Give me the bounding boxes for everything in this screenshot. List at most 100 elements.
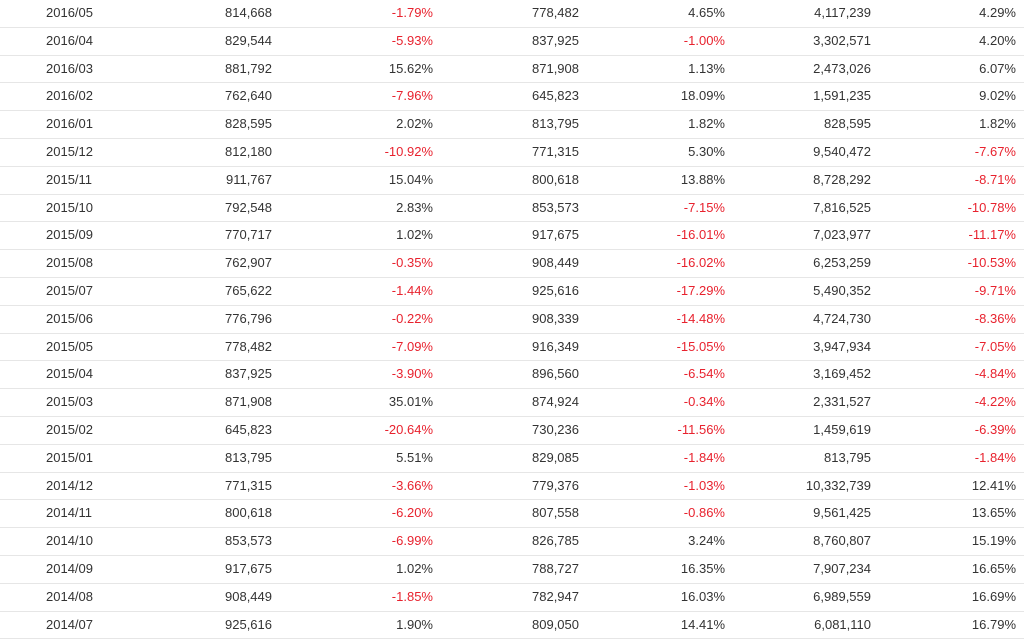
table-cell: -7.96% bbox=[391, 88, 433, 104]
table-row: 2014/12 771,315 -3.66% 779,376 -1.03% 10,332,… bbox=[0, 473, 1024, 501]
row-date-cell: 2016/04 bbox=[46, 32, 93, 48]
table-cell: 1.02% bbox=[396, 227, 433, 243]
table-cell: 916,349 bbox=[532, 338, 579, 354]
table-cell: 1.82% bbox=[688, 116, 725, 132]
row-date-cell: 2015/06 bbox=[46, 310, 93, 326]
table-cell: 813,795 bbox=[824, 449, 871, 465]
table-row: 2014/07 925,616 1.90% 809,050 14.41% 6,081,11… bbox=[0, 612, 1024, 639]
table-cell: 645,823 bbox=[532, 88, 579, 104]
row-date-cell: 2015/11 bbox=[46, 171, 93, 187]
row-date-cell: 2014/08 bbox=[46, 588, 93, 604]
row-date-cell: 2015/01 bbox=[46, 449, 93, 465]
table-cell: 5.51% bbox=[396, 449, 433, 465]
table-row: 2015/09 770,717 1.02% 917,675 -16.01% 7,023,9… bbox=[0, 222, 1024, 251]
table-cell: 1,459,619 bbox=[813, 421, 871, 437]
table-row: 2015/12 812,180 -10.92% 771,315 5.30% 9,540,4… bbox=[0, 139, 1024, 167]
table-cell: -15.05% bbox=[676, 338, 725, 354]
table-cell: -1.84% bbox=[683, 449, 725, 465]
table-cell: -3.66% bbox=[391, 477, 433, 493]
table-cell: 917,675 bbox=[532, 227, 579, 243]
table-cell: 908,339 bbox=[532, 310, 579, 326]
table-cell: 911,767 bbox=[225, 171, 272, 187]
table-cell: -1.84% bbox=[974, 449, 1016, 465]
table-row: 2015/04 837,925 -3.90% 896,560 -6.54% 3,169,4… bbox=[0, 361, 1024, 390]
row-date-cell: 2015/04 bbox=[46, 366, 93, 382]
row-date-cell: 2015/08 bbox=[46, 255, 93, 271]
row-date-cell: 2015/12 bbox=[46, 143, 93, 159]
table-cell: 771,315 bbox=[532, 143, 579, 159]
table-cell: 7,023,977 bbox=[813, 227, 871, 243]
table-cell: 14.41% bbox=[680, 616, 725, 632]
table-row: 2016/03 881,792 15.62% 871,908 1.13% 2,473,02… bbox=[0, 56, 1024, 84]
table-cell: -1.44% bbox=[391, 282, 433, 298]
table-row: 2016/04 829,544 -5.93% 837,925 -1.00% 3,302,5… bbox=[0, 28, 1024, 56]
table-cell: -1.03% bbox=[683, 477, 725, 493]
table-cell: -11.17% bbox=[968, 227, 1016, 243]
table-row: 2016/02 762,640 -7.96% 645,823 18.09% 1,591,2… bbox=[0, 83, 1024, 112]
table-cell: 782,947 bbox=[532, 588, 579, 604]
table-cell: 1,591,235 bbox=[813, 88, 871, 104]
table-row: 2015/01 813,795 5.51% 829,085 -1.84% 813,795 -… bbox=[0, 445, 1024, 473]
table-row: 2015/11 911,767 15.04% 800,618 13.88% 8,728,2… bbox=[0, 167, 1024, 195]
table-cell: 13.65% bbox=[971, 505, 1016, 521]
table-cell: 13.88% bbox=[680, 171, 725, 187]
table-cell: -0.34% bbox=[683, 394, 725, 410]
table-cell: 925,616 bbox=[225, 616, 272, 632]
table-cell: -10.92% bbox=[384, 143, 433, 159]
table-cell: 1.90% bbox=[396, 616, 433, 632]
table-cell: 9,561,425 bbox=[813, 505, 871, 521]
table-row: 2015/02 645,823 -20.64% 730,236 -11.56% 1,459… bbox=[0, 417, 1024, 445]
table-cell: 778,482 bbox=[532, 5, 579, 20]
table-row: 2014/11 800,618 -6.20% 807,558 -0.86% 9,561,4… bbox=[0, 500, 1024, 529]
table-cell: -5.93% bbox=[391, 32, 433, 48]
row-date-cell: 2014/12 bbox=[46, 477, 93, 493]
table-cell: 3,169,452 bbox=[813, 366, 871, 382]
table-cell: 770,717 bbox=[225, 227, 272, 243]
row-date-cell: 2014/10 bbox=[46, 533, 93, 549]
table-row: 2014/08 908,449 -1.85% 782,947 16.03% 6,989,5… bbox=[0, 584, 1024, 612]
table-cell: 779,376 bbox=[532, 477, 579, 493]
table-cell: 4.29% bbox=[979, 5, 1016, 20]
table-cell: -4.22% bbox=[974, 394, 1016, 410]
table-cell: 10,332,739 bbox=[805, 477, 871, 493]
table-cell: 35.01% bbox=[388, 394, 433, 410]
table-cell: 762,907 bbox=[225, 255, 272, 271]
table-cell: 15.62% bbox=[388, 60, 433, 76]
table-cell: 16.79% bbox=[971, 616, 1016, 632]
table-cell: -3.90% bbox=[391, 366, 433, 382]
table-cell: -7.15% bbox=[683, 199, 725, 215]
row-date-cell: 2014/11 bbox=[46, 505, 93, 521]
table-cell: 16.35% bbox=[680, 560, 725, 576]
table-cell: 3.24% bbox=[688, 533, 725, 549]
table-cell: 4.65% bbox=[688, 5, 725, 20]
table-cell: 871,908 bbox=[225, 394, 272, 410]
row-date-cell: 2016/02 bbox=[46, 88, 93, 104]
row-date-cell: 2015/10 bbox=[46, 199, 93, 215]
table-cell: 776,796 bbox=[225, 310, 272, 326]
table-cell: 730,236 bbox=[532, 421, 579, 437]
table-cell: -1.85% bbox=[391, 588, 433, 604]
table-cell: 874,924 bbox=[532, 394, 579, 410]
table-cell: 800,618 bbox=[532, 171, 579, 187]
table-cell: 5,490,352 bbox=[813, 282, 871, 298]
table-cell: -10.78% bbox=[967, 199, 1016, 215]
table-cell: 6,081,110 bbox=[814, 616, 871, 632]
table-cell: 778,482 bbox=[225, 338, 272, 354]
table-cell: 829,085 bbox=[532, 449, 579, 465]
row-date-cell: 2015/07 bbox=[46, 282, 93, 298]
table-row: 2016/05 814,668 -1.79% 778,482 4.65% 4,117,23… bbox=[0, 0, 1024, 28]
table-cell: -16.01% bbox=[676, 227, 725, 243]
row-date-cell: 2014/07 bbox=[46, 616, 93, 632]
table-cell: 16.65% bbox=[971, 560, 1016, 576]
table-cell: -8.36% bbox=[974, 310, 1016, 326]
table-cell: 18.09% bbox=[680, 88, 725, 104]
table-cell: 853,573 bbox=[225, 533, 272, 549]
table-cell: 7,816,525 bbox=[813, 199, 871, 215]
table-cell: 812,180 bbox=[225, 143, 272, 159]
table-cell: 809,050 bbox=[532, 616, 579, 632]
table-cell: 6,989,559 bbox=[813, 588, 871, 604]
table-cell: -1.79% bbox=[391, 5, 433, 20]
table-cell: -20.64% bbox=[384, 421, 433, 437]
row-date-cell: 2016/03 bbox=[46, 60, 93, 76]
